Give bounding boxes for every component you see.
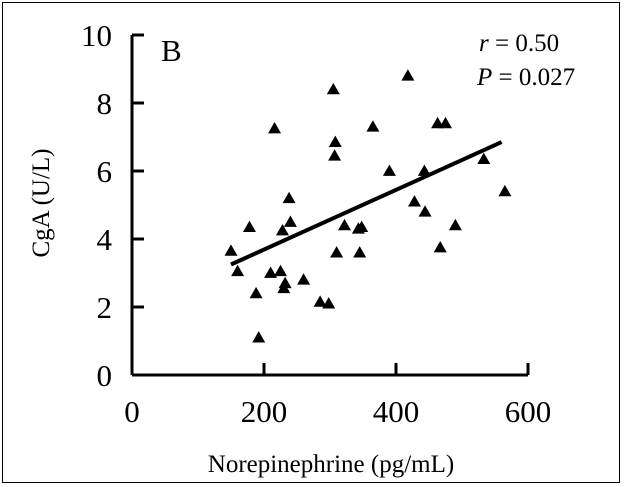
scatter-chart: 0 2 4 6 8 10 0 200 400 600 B r = 0.50 P = 0.027 N… (28, 18, 575, 478)
p-symbol: P (476, 64, 492, 91)
data-point (242, 220, 256, 232)
data-point (278, 276, 292, 289)
x-tick-label: 200 (241, 394, 288, 429)
data-point (355, 220, 369, 232)
data-point (338, 218, 352, 231)
data-point (498, 184, 512, 197)
data-point (330, 246, 344, 258)
trend-line (230, 140, 503, 267)
data-point (366, 120, 380, 132)
data-point (401, 69, 415, 81)
data-point (275, 224, 289, 236)
axes (130, 35, 528, 377)
data-point (353, 246, 367, 258)
data-point (224, 244, 238, 256)
p-value: = 0.027 (492, 64, 575, 91)
data-point (322, 297, 336, 309)
data-point (417, 164, 431, 176)
data-point (448, 218, 462, 231)
data-point (264, 266, 278, 278)
data-point (382, 164, 396, 176)
data-point (231, 264, 245, 277)
r-symbol: r (479, 30, 489, 57)
r-statistic: r = 0.50 (479, 30, 559, 57)
data-point (268, 122, 282, 134)
data-point (252, 331, 266, 343)
panel-label: B (161, 33, 182, 68)
y-tick-label: 0 (97, 358, 113, 393)
data-point (418, 205, 432, 217)
data-point (313, 295, 327, 307)
data-point (328, 149, 342, 161)
data-point (283, 215, 297, 227)
y-tick-label: 10 (81, 18, 112, 53)
data-point (407, 195, 421, 207)
y-tick-label: 4 (97, 222, 113, 257)
data-point (274, 264, 287, 277)
data-point (249, 286, 263, 299)
data-point (477, 152, 491, 164)
data-point (282, 191, 296, 204)
p-statistic: P = 0.027 (476, 64, 575, 91)
data-point (297, 273, 311, 285)
y-tick-label: 2 (97, 290, 113, 325)
r-value: = 0.50 (489, 30, 559, 57)
data-points (224, 69, 512, 343)
x-tick-label: 400 (373, 394, 420, 429)
y-tick-label: 8 (97, 86, 113, 121)
y-axis-label: CgA (U/L) (28, 148, 55, 257)
data-point (328, 135, 342, 147)
x-tick-label: 0 (124, 394, 140, 429)
ticks: 0 2 4 6 8 10 0 200 400 600 (81, 18, 551, 429)
figure-frame: 0 2 4 6 8 10 0 200 400 600 B r = 0.50 P = 0.027 N… (2, 2, 620, 483)
data-point (433, 241, 447, 253)
x-tick-label: 600 (505, 394, 552, 429)
data-point (439, 116, 452, 129)
x-axis-label: Norepinephrine (pg/mL) (208, 451, 454, 478)
data-point (326, 82, 340, 95)
y-tick-label: 6 (97, 154, 113, 189)
